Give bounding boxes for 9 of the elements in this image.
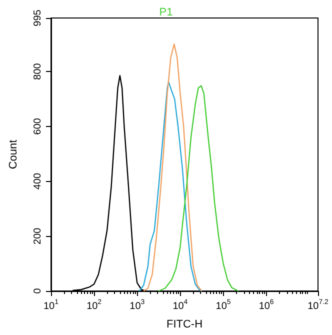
- y-tick-label: 600: [32, 118, 44, 135]
- y-tick-label: 200: [32, 227, 44, 244]
- y-tick-label: 0: [32, 288, 44, 294]
- x-axis-title: FITC-H: [166, 318, 203, 330]
- y-tick-label: 800: [32, 62, 44, 80]
- y-axis-title: Count: [8, 140, 20, 170]
- y-tick-label: 400: [32, 172, 44, 190]
- y-tick-label: 995: [32, 9, 44, 26]
- chart-title: P1: [159, 6, 173, 18]
